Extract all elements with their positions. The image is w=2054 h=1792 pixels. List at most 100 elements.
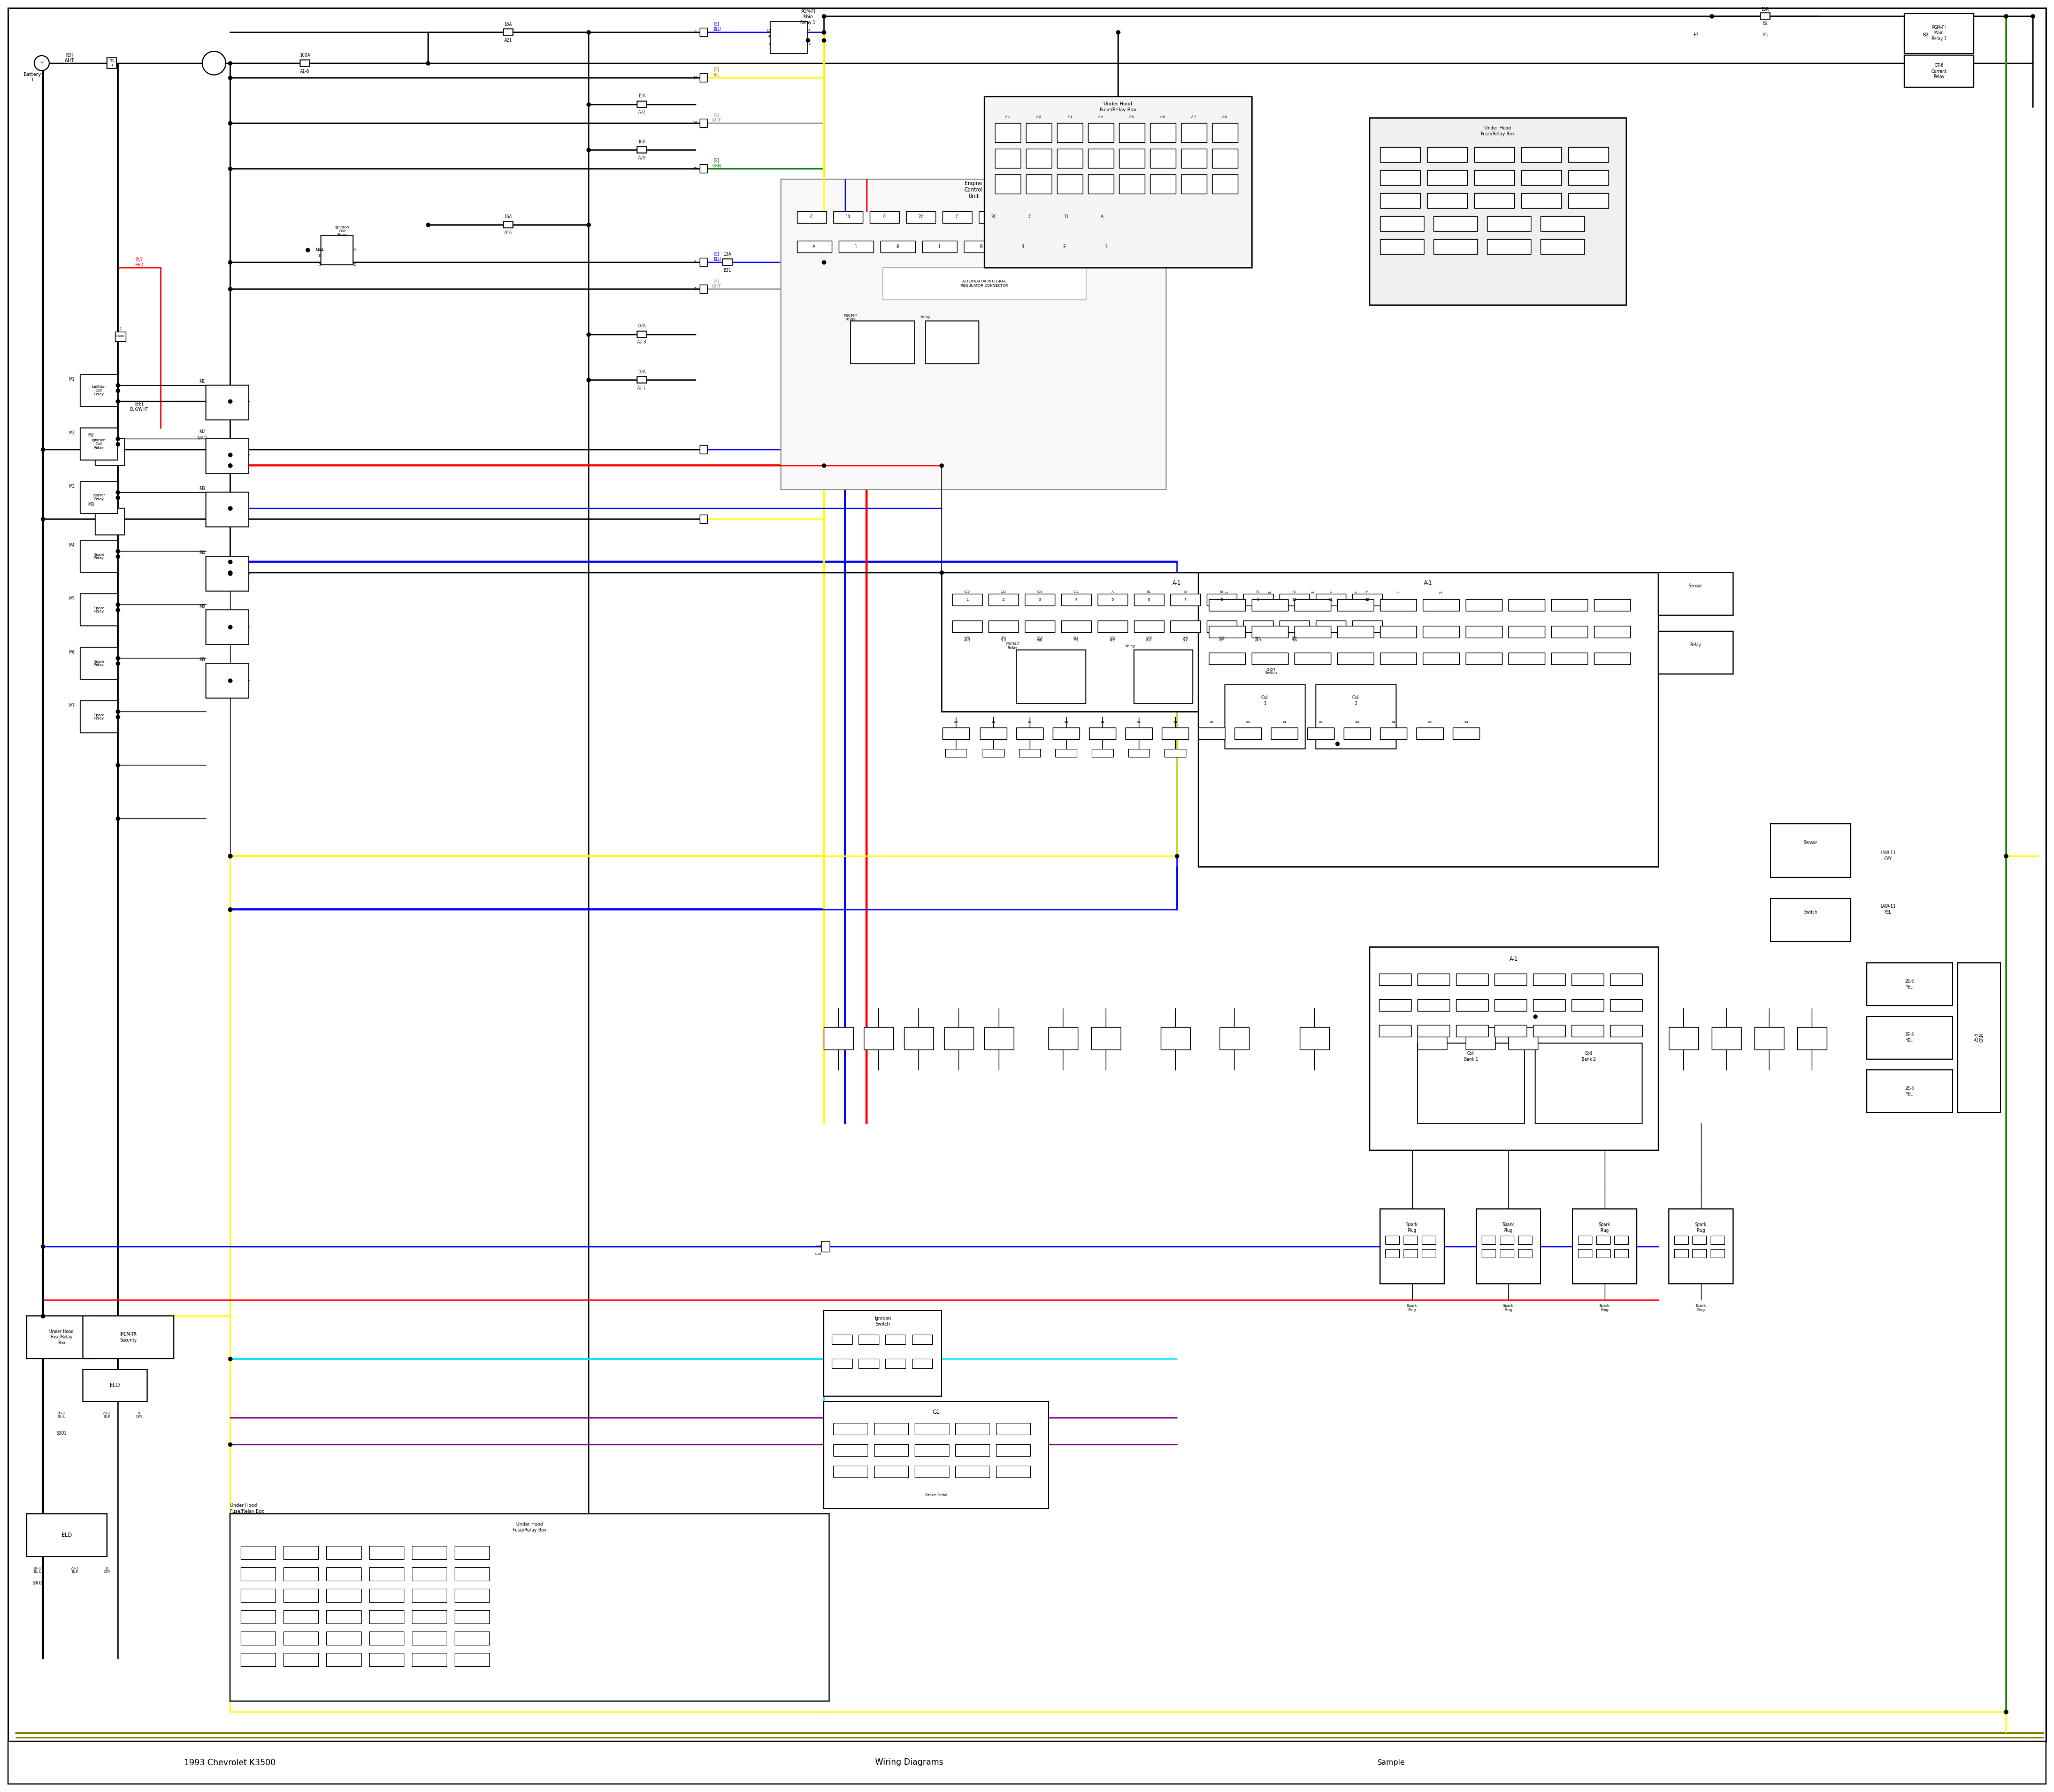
Text: Ignition
Coil
Relay: Ignition Coil Relay [92,385,107,396]
Bar [984,1027,1013,1050]
Text: [E]
YEL: [E] YEL [713,66,721,77]
Bar [1532,973,1565,986]
Bar [1421,1236,1436,1244]
Bar [1754,1027,1783,1050]
Bar [1378,1025,1411,1038]
Text: Relay: Relay [1690,642,1701,647]
Bar [1019,749,1041,756]
Text: Ignition
Coil
Relay: Ignition Coil Relay [335,226,349,237]
Bar [1380,194,1419,208]
Bar [1434,217,1477,231]
Bar [1202,749,1222,756]
Text: Spark
Plug: Spark Plug [1598,1222,1610,1233]
Bar [80,593,117,625]
Bar [1614,1236,1629,1244]
Bar [1668,1210,1734,1283]
Text: ORE
BLK: ORE BLK [1146,636,1152,642]
Text: Relay: Relay [1126,645,1136,647]
Bar [1428,194,1467,208]
Bar [637,100,647,108]
Bar [723,258,733,265]
Bar [1658,631,1734,674]
Bar [1522,170,1561,185]
Bar [953,620,982,633]
Text: [EE]
BLK/WHT: [EE] BLK/WHT [129,401,148,412]
Bar [1058,149,1082,168]
Bar [1317,685,1397,749]
Bar [1017,650,1087,704]
Bar [370,1546,405,1559]
Text: A: A [1101,215,1103,220]
Bar [1551,625,1588,638]
Bar [27,1315,97,1358]
Bar [413,1590,446,1602]
Bar [1711,1027,1742,1050]
Bar [943,728,969,740]
Text: L5: L5 [766,29,772,32]
Bar [885,1358,906,1369]
Bar [370,1568,405,1581]
Bar [454,1611,489,1624]
Text: 3: 3 [694,287,696,290]
Text: M3: M3 [199,486,205,491]
Bar [1091,1027,1121,1050]
Text: 9: 9 [1257,599,1259,602]
Text: 3: 3 [1039,599,1041,602]
Text: Coil
Bank 1: Coil Bank 1 [1465,1052,1479,1061]
Bar [914,1423,949,1435]
Bar [1150,124,1175,142]
Text: P4: P4 [1310,591,1315,593]
Bar [1317,620,1345,633]
Bar [945,1027,974,1050]
Text: BL1
TEL: BL1 TEL [1074,636,1078,642]
Bar [320,235,353,265]
Bar [955,1444,990,1457]
Bar [1508,625,1545,638]
Bar [1251,625,1288,638]
Bar [1119,174,1144,194]
Bar [1481,1236,1495,1244]
Text: +: + [39,61,45,66]
Text: P4: P4 [953,720,957,724]
Text: [E]
WHT: [E] WHT [713,278,721,289]
Text: C2K: C2K [1037,591,1043,593]
Text: Spark
Plug: Spark Plug [1501,1222,1514,1233]
Bar [283,1631,318,1645]
Text: B2: B2 [1923,32,1929,38]
Bar [1499,1236,1514,1244]
Bar [80,482,117,514]
Bar [881,240,916,253]
Bar [230,1514,830,1701]
Bar [700,514,707,523]
Bar [1522,147,1561,161]
Text: Spare
Relay: Spare Relay [94,713,105,720]
Bar [1089,728,1115,740]
Text: B2: B2 [1762,20,1768,25]
Text: F1: F1 [1257,591,1259,593]
Bar [1128,749,1150,756]
Bar [1025,149,1052,168]
Bar [1594,625,1631,638]
Bar [1171,593,1200,606]
Bar [1495,973,1526,986]
Bar [1161,1027,1189,1050]
Bar [1006,240,1041,253]
Bar [1403,1236,1417,1244]
Bar [1150,149,1175,168]
Bar [1378,973,1411,986]
Bar [1495,1000,1526,1011]
Bar [1711,1236,1725,1244]
Bar [327,1611,362,1624]
Text: Spark
Plug: Spark Plug [1600,1305,1610,1312]
Bar [1181,149,1208,168]
Bar [914,1444,949,1457]
Text: 10A: 10A [639,140,645,143]
Bar [1571,1025,1604,1038]
Bar [1532,1000,1565,1011]
Text: P4: P4 [1267,591,1271,593]
Bar [1508,1027,1538,1050]
Text: Ignition
Switch: Ignition Switch [875,1315,891,1326]
Bar [82,1315,175,1358]
Text: PSCM-T
Relay: PSCM-T Relay [844,314,857,321]
Bar [1062,620,1091,633]
